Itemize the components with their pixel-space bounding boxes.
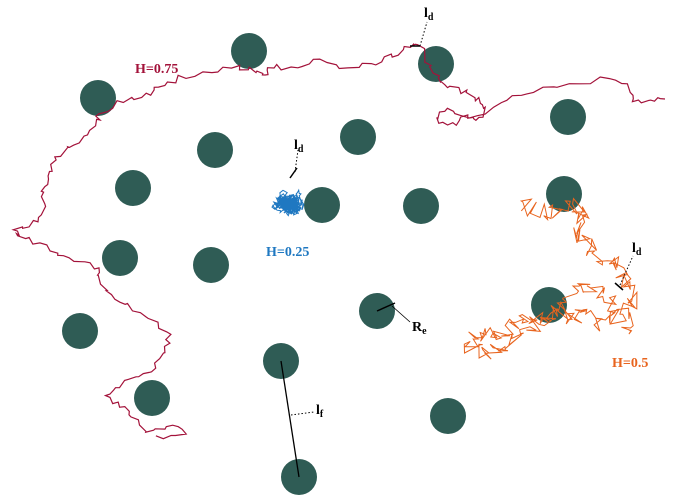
trajectory-h025 [271, 188, 305, 217]
re-radius-line [376, 302, 396, 312]
obstacle-disk [430, 398, 466, 434]
re-leader [391, 305, 411, 323]
trajectory-h075 [11, 42, 666, 440]
obstacle-disk [304, 187, 340, 223]
lf-leader [290, 411, 315, 416]
ld-segment-orange [614, 282, 624, 291]
label-ld-orange: ld [632, 241, 642, 258]
obstacle-disk [550, 99, 586, 135]
obstacle-disk [197, 132, 233, 168]
lf-distance-line [280, 360, 300, 478]
trajectories [11, 42, 666, 440]
obstacle-disk [115, 170, 151, 206]
obstacle-disk [62, 313, 98, 349]
obstacle-disk [193, 247, 229, 283]
label-ld-blue: ld [294, 138, 304, 155]
ld-leader-blue [294, 149, 299, 173]
label-ld-top: ld [424, 6, 434, 23]
obstacle-disk [340, 119, 376, 155]
obstacle-disk [546, 176, 582, 212]
obstacle-disk [134, 380, 170, 416]
label-h05: H=0.5 [612, 356, 648, 371]
obstacle-disk [531, 287, 567, 323]
label-lf: lf [316, 403, 324, 420]
obstacle-disk [80, 80, 116, 116]
obstacle-disk [418, 46, 454, 82]
label-h025: H=0.25 [266, 245, 309, 260]
annotations [280, 21, 634, 478]
ld-segment-blue [289, 167, 298, 179]
obstacle-disk [403, 188, 439, 224]
obstacle-disk [102, 240, 138, 276]
trajectory-h05 [463, 197, 638, 360]
ld-leader-top [419, 21, 428, 47]
label-h075: H=0.75 [135, 62, 178, 77]
obstacles [62, 33, 586, 495]
label-re: Re [412, 320, 427, 337]
obstacle-disk [231, 33, 267, 69]
